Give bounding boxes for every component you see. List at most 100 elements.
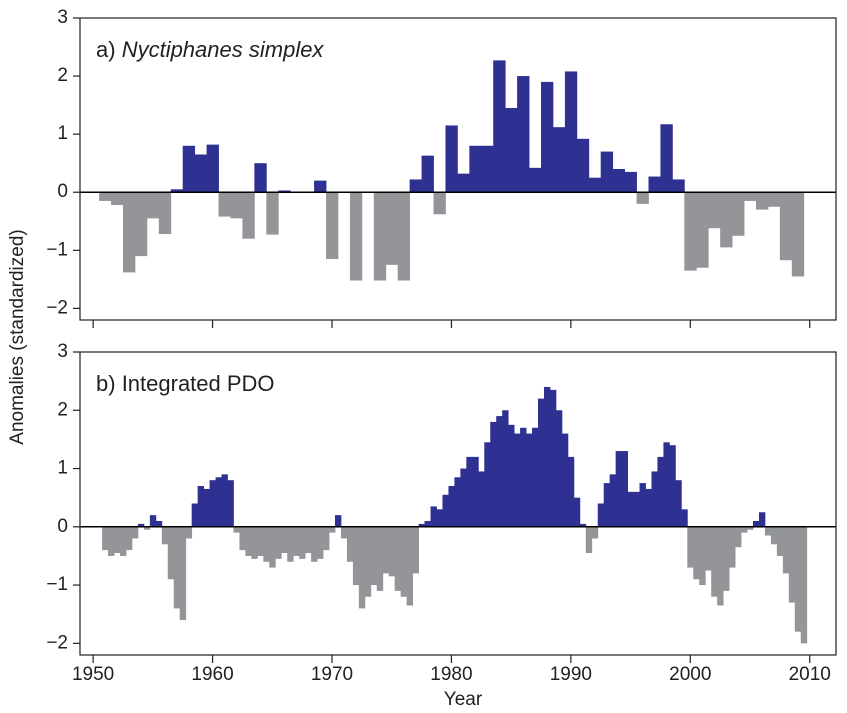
bar: [349, 192, 363, 281]
y-tick-label: −2: [46, 632, 68, 653]
x-tick-label: 1950: [72, 664, 114, 685]
bar: [466, 456, 473, 527]
bar: [323, 526, 330, 551]
bar: [693, 526, 700, 580]
bar: [376, 526, 384, 591]
panel-title: a) Nyctiphanes simplex: [96, 37, 324, 62]
bar: [370, 526, 378, 586]
bar: [576, 138, 590, 193]
y-tick-label: 3: [57, 7, 68, 28]
bar: [215, 477, 222, 527]
bar: [699, 526, 706, 586]
bar: [732, 192, 745, 236]
bar: [621, 451, 628, 527]
y-tick-label: −1: [46, 239, 68, 260]
bar: [660, 124, 673, 193]
bar: [538, 398, 545, 527]
y-tick-label: 1: [57, 123, 68, 144]
bar: [394, 526, 402, 591]
x-tick-label: 2000: [669, 664, 711, 685]
bar: [206, 144, 219, 193]
bar: [373, 192, 387, 281]
bar: [436, 509, 443, 527]
bar: [421, 155, 434, 193]
bar: [529, 167, 542, 193]
bar: [146, 192, 160, 219]
bar: [311, 526, 318, 562]
plot-frame: [79, 17, 837, 321]
bar: [278, 190, 291, 193]
bar: [245, 526, 252, 556]
bar: [120, 526, 127, 556]
bar: [612, 169, 626, 193]
bar: [287, 526, 294, 562]
x-tick-label: 1980: [430, 664, 472, 685]
bar: [170, 189, 184, 193]
bar: [573, 497, 581, 527]
bar: [382, 526, 390, 574]
bar: [397, 192, 411, 281]
bar: [242, 192, 255, 239]
bar: [496, 416, 503, 527]
bar: [720, 192, 733, 248]
bar: [299, 526, 306, 559]
bar: [800, 526, 808, 644]
bar: [406, 526, 414, 606]
bar: [182, 145, 196, 193]
bar: [663, 442, 670, 527]
bar: [158, 192, 172, 235]
bar: [597, 503, 605, 527]
bar: [317, 526, 324, 559]
bar: [143, 526, 151, 530]
bar: [767, 192, 781, 207]
bar: [167, 526, 175, 580]
bar: [752, 520, 760, 527]
bar: [526, 433, 533, 527]
bar: [517, 76, 530, 193]
bar: [314, 180, 327, 193]
bar: [266, 192, 279, 235]
bar: [122, 192, 136, 273]
bar: [648, 176, 661, 193]
panel-label: a): [96, 37, 116, 62]
bar: [627, 491, 634, 527]
bar: [579, 523, 587, 527]
x-tick-label: 2010: [789, 664, 831, 685]
bar: [305, 526, 312, 554]
bar: [340, 526, 348, 539]
bar: [281, 526, 288, 554]
bar: [161, 526, 169, 545]
bar: [657, 456, 664, 527]
bar: [239, 526, 246, 551]
bar: [609, 474, 617, 527]
bar: [624, 171, 637, 193]
bar: [334, 515, 342, 527]
bar: [747, 526, 754, 530]
plot-frame: [79, 351, 837, 656]
bar: [197, 486, 205, 527]
bar: [764, 526, 772, 536]
bar: [788, 526, 796, 603]
bar: [481, 145, 494, 193]
bar: [442, 494, 449, 527]
bar: [108, 526, 115, 556]
bar: [191, 503, 199, 527]
bar: [329, 526, 336, 533]
bar: [585, 526, 593, 554]
bar: [636, 192, 649, 204]
bar: [131, 526, 139, 539]
bar: [114, 526, 121, 554]
bar: [209, 480, 216, 527]
bar: [791, 192, 805, 277]
bar: [555, 410, 563, 527]
bar: [603, 483, 611, 527]
bar: [251, 526, 258, 559]
bar: [672, 179, 685, 193]
bar: [741, 526, 748, 533]
bar: [358, 526, 366, 609]
bar: [758, 512, 766, 527]
bar: [433, 192, 446, 215]
bar: [600, 151, 614, 193]
bar: [514, 433, 521, 527]
bar: [125, 526, 133, 551]
